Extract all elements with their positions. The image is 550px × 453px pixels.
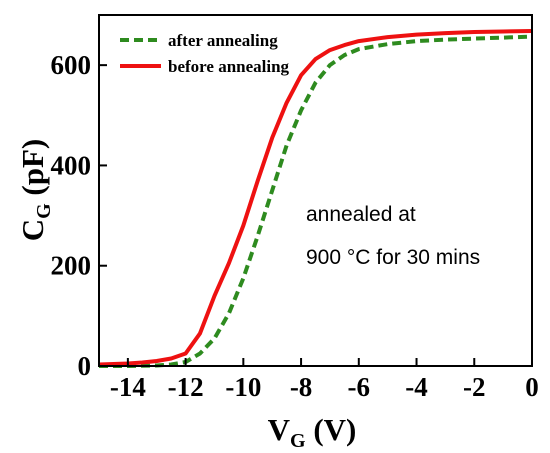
legend: after annealing before annealing [120,31,290,76]
x-axis-label-sub: G [290,430,306,452]
series-line-before-annealing [98,29,533,367]
y-axis-label-sub: G [33,203,55,219]
x-tick-label: -2 [463,372,486,402]
y-tick-label: 0 [78,351,92,381]
y-axis-label: CG (pF) [15,139,55,242]
y-axis-label-main: C [15,219,50,241]
plot-frame [98,14,533,367]
x-tick-label: -14 [110,372,146,402]
x-axis-label-main: V [268,412,291,447]
annotation-line-2: 900 °C for 30 mins [306,246,480,269]
y-tick-label: 600 [51,50,92,80]
y-tick-label: 400 [51,150,92,180]
y-axis-label-unit: (pF) [15,139,50,196]
series-layer [98,29,533,368]
legend-label-after-annealing: after annealing [168,31,278,50]
ticks-layer: -14 -12 -10 -8 -6 -4 -2 0 0 200 400 600 [51,50,539,402]
x-tick-label: -8 [290,372,313,402]
series-line-after-annealing [99,34,533,368]
x-tick-label: -6 [348,372,371,402]
x-tick-label: -12 [168,372,204,402]
x-tick-label: -4 [405,372,428,402]
legend-label-before-annealing: before annealing [168,57,290,76]
y-tick-label: 200 [51,251,92,281]
x-tick-label: 0 [525,372,539,402]
x-axis-label: VG (V) [268,412,357,452]
annotation-line-1: annealed at [306,203,416,226]
x-tick-label: -10 [225,372,261,402]
x-axis-label-unit: (V) [313,412,356,447]
